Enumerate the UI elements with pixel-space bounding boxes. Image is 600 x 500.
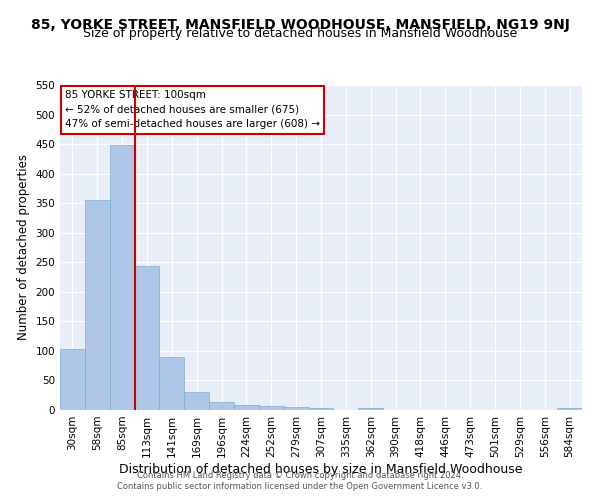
Text: Contains public sector information licensed under the Open Government Licence v3: Contains public sector information licen… [118,482,482,491]
Bar [234,404,259,410]
Y-axis label: Number of detached properties: Number of detached properties [17,154,30,340]
Text: Contains HM Land Registry data © Crown copyright and database right 2024.: Contains HM Land Registry data © Crown c… [137,471,463,480]
Bar [134,266,160,410]
Bar [358,408,383,410]
Bar [160,358,184,410]
Bar [184,392,209,410]
Bar [259,406,284,410]
Text: 85, YORKE STREET, MANSFIELD WOODHOUSE, MANSFIELD, NG19 9NJ: 85, YORKE STREET, MANSFIELD WOODHOUSE, M… [31,18,569,32]
Text: 85 YORKE STREET: 100sqm
← 52% of detached houses are smaller (675)
47% of semi-d: 85 YORKE STREET: 100sqm ← 52% of detache… [65,90,320,130]
Bar [110,144,134,410]
Text: Size of property relative to detached houses in Mansfield Woodhouse: Size of property relative to detached ho… [83,28,517,40]
Bar [209,402,234,410]
Bar [60,349,85,410]
Bar [557,408,582,410]
X-axis label: Distribution of detached houses by size in Mansfield Woodhouse: Distribution of detached houses by size … [119,462,523,475]
Bar [308,408,334,410]
Bar [85,200,110,410]
Bar [284,407,308,410]
